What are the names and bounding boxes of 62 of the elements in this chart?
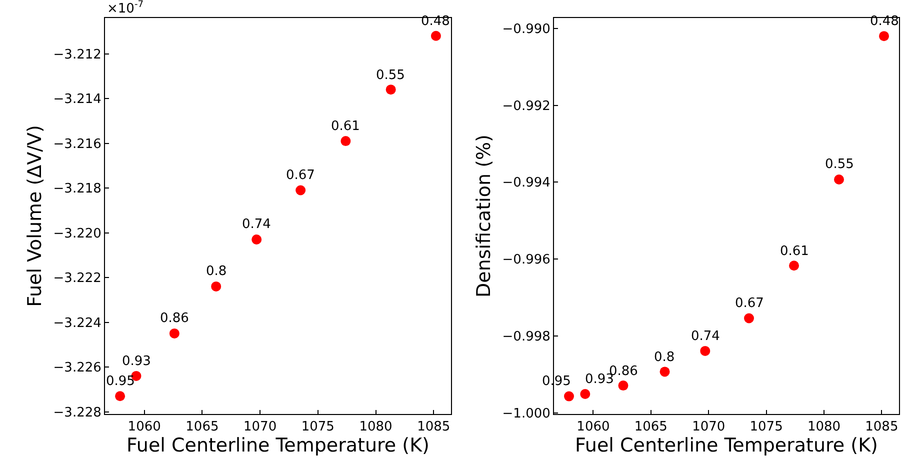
point (580, 389, 590, 400)
annotation: 0.74 (691, 329, 720, 344)
y-axis-title: Fuel Volume (ΔV/V) (24, 125, 46, 307)
point (879, 31, 889, 42)
point (564, 391, 574, 402)
annotation: 0.95 (106, 374, 135, 389)
x-axis-title: Fuel Centerline Temperature (K) (575, 434, 878, 457)
x-tick-label: 1075 (750, 420, 783, 435)
y-axis-title: Densification (%) (473, 134, 496, 298)
point (744, 313, 754, 324)
y-tick-label: −3.228 (53, 405, 102, 420)
y-tick-label: −3.222 (53, 271, 102, 286)
point (660, 366, 670, 377)
point (430, 30, 441, 41)
annotation: 0.61 (331, 119, 360, 134)
annotation: 0.61 (780, 244, 809, 259)
point (386, 84, 396, 95)
x-tick-label: 1065 (186, 420, 219, 435)
y-tick-label: −0.990 (502, 22, 550, 37)
point (115, 391, 126, 402)
annotation: 0.67 (735, 296, 764, 311)
x-tick-label: 1070 (244, 420, 277, 435)
point (340, 136, 351, 146)
y-tick-label: −3.216 (53, 136, 102, 152)
point (211, 281, 222, 292)
point (618, 380, 628, 391)
y-tick-label: −3.220 (53, 226, 102, 242)
annotation: 0.8 (206, 264, 227, 279)
text: ×10$^{-7}$ (107, 0, 144, 16)
y-tick-label: −3.214 (53, 92, 102, 108)
annotation: 0.8 (654, 350, 675, 365)
annotation: 0.86 (160, 311, 189, 326)
x-tick-label: 1085 (865, 420, 898, 435)
annotation: 0.55 (376, 68, 405, 83)
point (252, 234, 262, 244)
annotation: 0.93 (122, 354, 151, 369)
x-tick-label: 1070 (692, 420, 726, 435)
y-tick-label: −3.218 (53, 182, 102, 197)
x-tick-label: 1065 (634, 420, 668, 435)
point (169, 328, 180, 338)
y-tick-label: −3.212 (53, 47, 102, 62)
y-tick-label: −0.994 (502, 176, 550, 191)
y-tick-label: −3.226 (53, 360, 102, 376)
x-tick-label: 1060 (576, 420, 610, 435)
point (834, 174, 844, 184)
point (789, 260, 799, 271)
point (700, 346, 710, 356)
x-tick-label: 1080 (359, 420, 392, 435)
y-tick-label: −0.996 (502, 252, 550, 268)
y-tick-label: −0.992 (502, 98, 550, 114)
point (296, 185, 306, 196)
y-tick-label: −3.224 (53, 316, 102, 331)
x-tick-label: 1060 (128, 420, 161, 435)
annotation: 0.55 (825, 157, 854, 172)
x-axis-title: Fuel Centerline Temperature (K) (126, 434, 430, 457)
y-tick-label: −0.998 (502, 330, 550, 344)
y-tick-label: −1.000 (502, 406, 550, 422)
x-tick-label: 1075 (301, 420, 334, 435)
annotation: 0.67 (286, 168, 315, 183)
x-tick-label: 1085 (417, 420, 450, 435)
annotation: 0.74 (242, 217, 271, 232)
x-tick-label: 1080 (807, 420, 841, 435)
